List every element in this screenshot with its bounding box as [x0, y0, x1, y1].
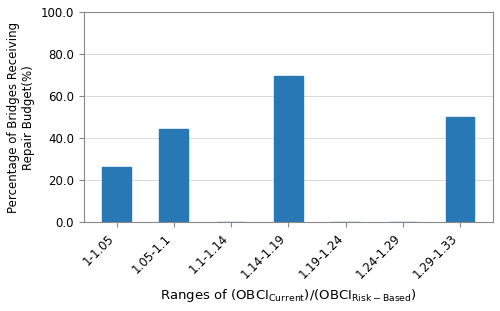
Bar — [160, 129, 188, 222]
Bar — [102, 167, 131, 222]
Bar — [274, 76, 302, 222]
X-axis label: Ranges of (OBCI$_{\mathregular{Current}}$)/(OBCI$_{\mathregular{Risk-Based}}$): Ranges of (OBCI$_{\mathregular{Current}}… — [160, 287, 417, 304]
Y-axis label: Percentage of Bridges Receiving
Repair Budget(%): Percentage of Bridges Receiving Repair B… — [7, 21, 35, 213]
Bar — [446, 117, 474, 222]
